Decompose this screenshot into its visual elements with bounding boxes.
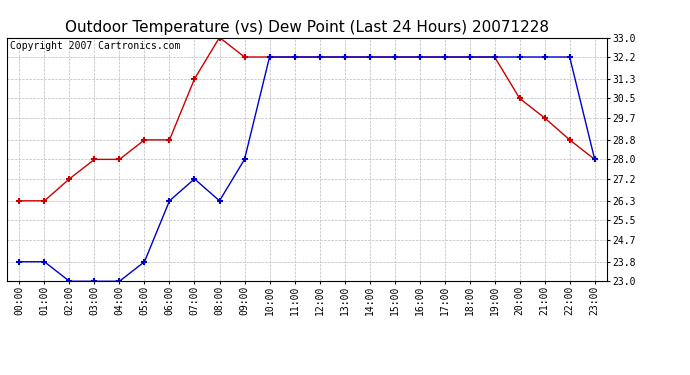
Title: Outdoor Temperature (vs) Dew Point (Last 24 Hours) 20071228: Outdoor Temperature (vs) Dew Point (Last…	[65, 20, 549, 35]
Text: Copyright 2007 Cartronics.com: Copyright 2007 Cartronics.com	[10, 41, 180, 51]
